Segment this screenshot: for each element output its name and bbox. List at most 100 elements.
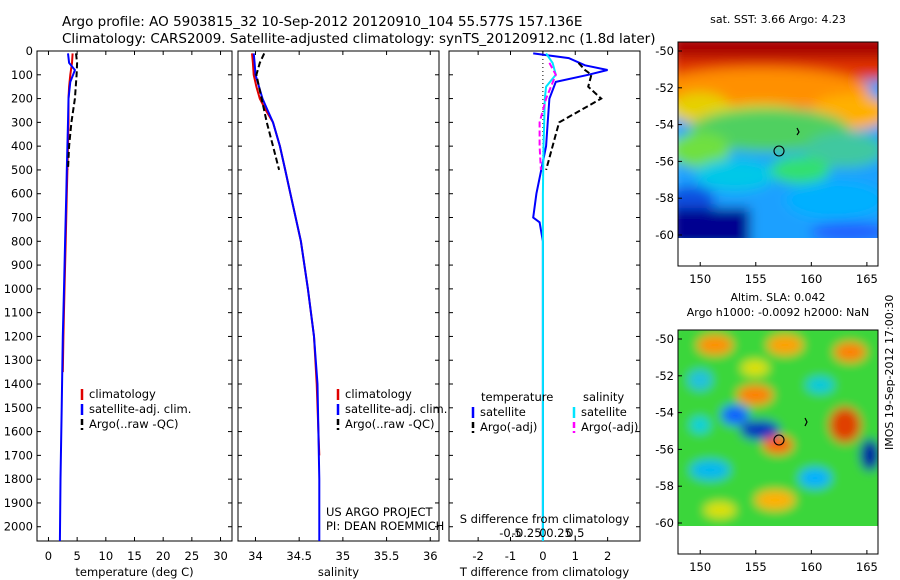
x-tick-label: 5 — [73, 549, 80, 563]
map-y-tick-label: -52 — [655, 81, 674, 95]
map-x-tick-label: 155 — [745, 272, 767, 286]
depth-tick-label: 600 — [11, 187, 33, 201]
x-tick-label: -1 — [505, 549, 516, 563]
s-tick-label: 0 — [539, 526, 546, 540]
s-tick-label: -0.25 — [512, 526, 542, 540]
project-annotation: PI: DEAN ROEMMICH — [326, 519, 444, 533]
depth-tick-label: 400 — [11, 139, 33, 153]
salinity-line-0 — [251, 53, 321, 456]
depth-tick-label: 1800 — [4, 472, 33, 486]
map-y-tick-label: -50 — [655, 332, 674, 346]
salinity-frame — [237, 50, 440, 542]
depth-tick-label: 1900 — [4, 496, 33, 510]
legend-label: satellite — [581, 405, 627, 419]
x-tick-label: 30 — [213, 549, 228, 563]
difference-line-1 — [545, 62, 603, 171]
temperature-frame — [36, 50, 233, 542]
x-tick-label: 0 — [539, 549, 546, 563]
map-y-tick-label: -58 — [655, 191, 674, 205]
map-y-tick-label: -50 — [655, 44, 674, 58]
map-x-tick-label: 160 — [800, 272, 822, 286]
map-x-tick-label: 165 — [856, 560, 878, 574]
temperature-line-2 — [67, 53, 79, 170]
legend-label: satellite — [480, 405, 526, 419]
legend-label: Argo(..raw -QC) — [345, 417, 435, 431]
sst_map-axes: -60 -58 -56 -54 -52 -50 150 155 160 165 sat. SST: … — [655, 13, 878, 286]
depth-tick-label: 1700 — [4, 448, 33, 462]
depth-tick-label: 1000 — [4, 282, 33, 296]
map-y-tick-label: -54 — [655, 118, 674, 132]
sla_map-axes: -60 -58 -56 -54 -52 -50 150 155 160 165 Altim. SLA… — [655, 291, 878, 574]
legend-label: satellite-adj. clim. — [89, 402, 191, 416]
legend-header: temperature — [481, 390, 553, 404]
x-tick-label: 35.5 — [374, 549, 400, 563]
map-x-tick-label: 155 — [745, 560, 767, 574]
sst-map — [677, 41, 879, 267]
difference-xlabel: T difference from climatology — [459, 565, 630, 579]
map-y-tick-label: -56 — [655, 442, 674, 456]
sla_map-title: Altim. SLA: 0.042 — [730, 291, 825, 304]
depth-tick-label: 1500 — [4, 401, 33, 415]
map-y-tick-label: -60 — [655, 228, 674, 242]
depth-tick-label: 300 — [11, 115, 33, 129]
legend-label: Argo(..raw -QC) — [89, 417, 179, 431]
temperature-panel: 0100200300400500600700800900100011001200… — [4, 44, 233, 579]
salinity-line-1 — [252, 53, 321, 541]
sla_map-title2: Argo h1000: -0.0092 h2000: NaN — [687, 306, 870, 319]
plot-title-line1: Argo profile: AO 5903815_32 10-Sep-2012 … — [62, 14, 583, 30]
map-y-tick-label: -58 — [655, 479, 674, 493]
legend-label: satellite-adj. clim. — [345, 402, 447, 416]
map-y-tick-label: -52 — [655, 369, 674, 383]
legend-label: climatology — [89, 387, 156, 401]
map-y-tick-label: -56 — [655, 154, 674, 168]
salinity-line-2 — [255, 52, 281, 171]
difference-frame — [448, 50, 641, 542]
map-x-tick-label: 160 — [800, 560, 822, 574]
depth-tick-label: 700 — [11, 211, 33, 225]
sla-map — [677, 329, 879, 555]
depth-tick-label: 0 — [26, 44, 33, 58]
salinity-panel: 34 34.5 35 35.5 36 salinity — [237, 50, 440, 579]
depth-tick-label: 1300 — [4, 353, 33, 367]
depth-tick-label: 500 — [11, 163, 33, 177]
temperature-series — [58, 53, 79, 542]
x-tick-label: 2 — [604, 549, 611, 563]
map-y-tick-label: -54 — [655, 406, 674, 420]
x-tick-label: 0 — [45, 549, 52, 563]
sst_map-title: sat. SST: 3.66 Argo: 4.23 — [710, 13, 846, 26]
x-tick-label: -2 — [472, 549, 483, 563]
x-tick-label: 20 — [156, 549, 171, 563]
map-x-tick-label: 150 — [689, 272, 711, 286]
x-tick-label: 10 — [99, 549, 114, 563]
x-tick-label: 35 — [336, 549, 351, 563]
project-annotation: US ARGO PROJECT — [326, 505, 434, 519]
depth-tick-label: 1200 — [4, 329, 33, 343]
temperature-line-1 — [58, 53, 77, 542]
s-tick-label: 0.25 — [546, 526, 572, 540]
difference-line-3 — [538, 62, 557, 170]
legend-label: Argo(-adj) — [480, 420, 537, 434]
x-tick-label: 34 — [248, 549, 263, 563]
s-tick-label: 0.5 — [566, 526, 584, 540]
x-tick-label: 25 — [185, 549, 200, 563]
legend-label: climatology — [345, 387, 412, 401]
difference-panel: -2 -1 0 1 2 T difference from climatology — [448, 50, 641, 579]
depth-tick-label: 1100 — [4, 306, 33, 320]
x-tick-label: 1 — [572, 549, 579, 563]
legend-header: salinity — [583, 390, 624, 404]
depth-tick-label: 200 — [11, 92, 33, 106]
depth-tick-label: 800 — [11, 234, 33, 248]
x-tick-label: 36 — [423, 549, 438, 563]
map-y-tick-label: -60 — [655, 516, 674, 530]
x-tick-label: 34.5 — [286, 549, 312, 563]
depth-tick-label: 1400 — [4, 377, 33, 391]
depth-tick-label: 100 — [11, 68, 33, 82]
s-tick-label: -0.5 — [499, 526, 521, 540]
difference-xlabel2: S difference from climatology — [460, 512, 630, 526]
depth-tick-label: 1600 — [4, 425, 33, 439]
difference-series: -0.5-0.250 0.250.5S difference from clima… — [460, 51, 630, 541]
difference-legend: temperature salinitysatelliteArgo(-adj)sa… — [471, 390, 638, 434]
